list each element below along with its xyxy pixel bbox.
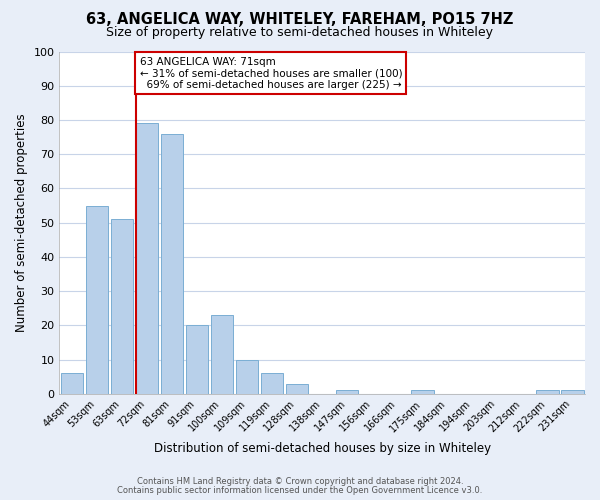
Text: 63 ANGELICA WAY: 71sqm
← 31% of semi-detached houses are smaller (100)
  69% of : 63 ANGELICA WAY: 71sqm ← 31% of semi-det… bbox=[140, 56, 402, 90]
Bar bbox=[261, 374, 283, 394]
Text: Contains HM Land Registry data © Crown copyright and database right 2024.: Contains HM Land Registry data © Crown c… bbox=[137, 477, 463, 486]
Text: Contains public sector information licensed under the Open Government Licence v3: Contains public sector information licen… bbox=[118, 486, 482, 495]
Bar bbox=[336, 390, 358, 394]
Bar bbox=[61, 374, 83, 394]
Text: Size of property relative to semi-detached houses in Whiteley: Size of property relative to semi-detach… bbox=[107, 26, 493, 39]
X-axis label: Distribution of semi-detached houses by size in Whiteley: Distribution of semi-detached houses by … bbox=[154, 442, 491, 455]
Bar bbox=[286, 384, 308, 394]
Bar bbox=[411, 390, 434, 394]
Bar bbox=[211, 315, 233, 394]
Bar bbox=[236, 360, 259, 394]
Y-axis label: Number of semi-detached properties: Number of semi-detached properties bbox=[15, 114, 28, 332]
Text: 63, ANGELICA WAY, WHITELEY, FAREHAM, PO15 7HZ: 63, ANGELICA WAY, WHITELEY, FAREHAM, PO1… bbox=[86, 12, 514, 28]
Bar bbox=[186, 326, 208, 394]
Bar bbox=[111, 219, 133, 394]
Bar bbox=[86, 206, 108, 394]
Bar bbox=[136, 124, 158, 394]
Bar bbox=[161, 134, 184, 394]
Bar bbox=[536, 390, 559, 394]
Bar bbox=[561, 390, 584, 394]
